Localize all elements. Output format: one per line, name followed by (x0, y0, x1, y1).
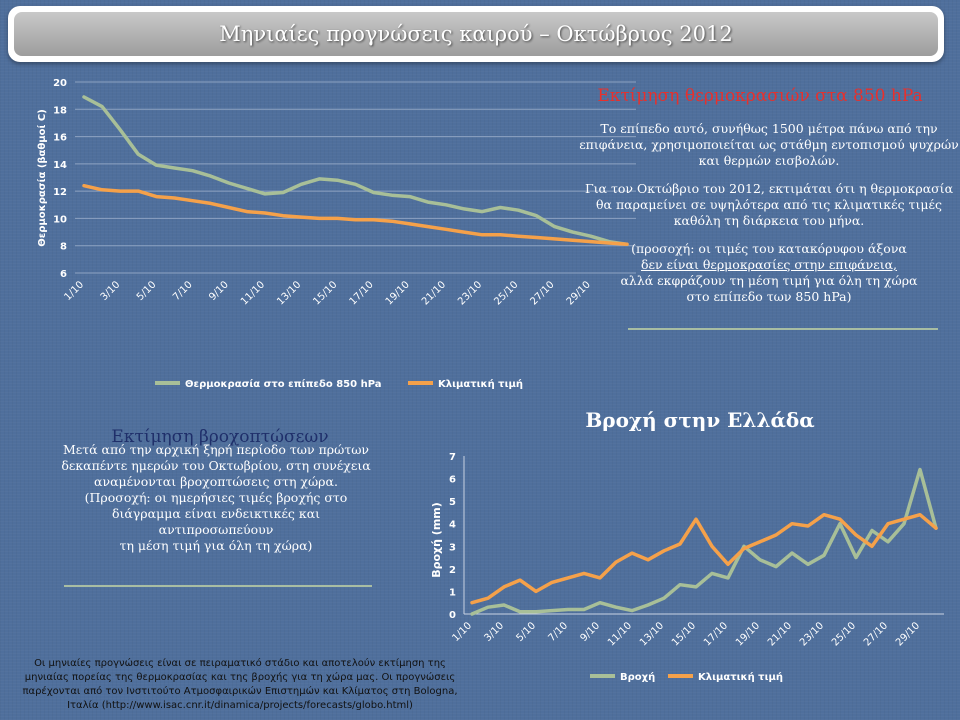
rain-y-tick-label: 2 (449, 565, 456, 576)
temperature-paragraph-2: Για τον Οκτώβριο του 2012, εκτιμάται ότι… (584, 181, 954, 228)
rain-line-1: Μετά από την αρχική ξηρή περίοδο των πρώ… (62, 442, 370, 457)
temperature-x-tick-label: 25/10 (492, 279, 520, 307)
title-bar: Μηνιαίες προγνώσεις καιρού – Οκτώβριος 2… (14, 12, 938, 56)
temperature-x-tick-label: 13/10 (275, 279, 303, 307)
footer-line-1: Οι μηνιαίες προγνώσεις είναι σε πειραματ… (34, 658, 446, 669)
rain-x-tick-label: 27/10 (862, 620, 890, 648)
temperature-x-tick-label: 27/10 (529, 279, 557, 307)
temperature-legend-label-climate: Κλιματική τιμή (438, 378, 523, 390)
rain-y-tick-label: 5 (449, 497, 456, 508)
rain-y-ticks: 0 1 2 3 4 5 6 7 (449, 452, 456, 621)
temperature-note-line-2: δεν είναι θερμοκρασίες στην επιφάνεια, (640, 257, 898, 272)
temperature-note-line-4: στο επίπεδο των 850 hPa) (686, 289, 852, 304)
temperature-x-tick-label: 7/10 (171, 279, 195, 303)
temperature-y-tick-label: 18 (53, 105, 67, 116)
temperature-y-tick-label: 14 (53, 160, 67, 171)
temperature-legend-label-forecast: Θερμοκρασία στο επίπεδο 850 hPa (185, 378, 382, 390)
temperature-heading: Εκτίμηση θερμοκρασιών στα 850 hPa (597, 86, 923, 106)
temperature-y-tick-label: 6 (60, 269, 67, 280)
rain-y-tick-label: 0 (449, 610, 456, 621)
temperature-series-climate-line (82, 183, 629, 247)
rain-y-tick-label: 4 (449, 520, 456, 531)
temperature-note-line-3: αλλά εκφράζουν τη μέση τιμή για όλη τη χ… (620, 273, 918, 288)
temperature-x-tick-label: 15/10 (311, 279, 339, 307)
temperature-y-tick-label: 12 (53, 187, 67, 198)
temperature-y-tick-label: 8 (60, 242, 67, 253)
rain-y-tick-label: 7 (449, 452, 456, 463)
rain-legend-label-rain: Βροχή (620, 671, 655, 683)
rain-explanation: Μετά από την αρχική ξηρή περίοδο των πρώ… (36, 442, 396, 554)
temperature-y-tick-label: 16 (53, 133, 67, 144)
rain-series-primary-line (470, 467, 938, 616)
page-title: Μηνιαίες προγνώσεις καιρού – Οκτώβριος 2… (219, 22, 733, 46)
rain-x-tick-label: 25/10 (830, 620, 858, 648)
temperature-x-tick-label: 19/10 (384, 279, 412, 307)
temperature-series (82, 95, 629, 247)
temperature-x-tick-label: 23/10 (456, 279, 484, 307)
footer-line-4: Ιταλία (http://www.isac.cnr.it/dinamica/… (67, 700, 413, 711)
temperature-y-tick-label: 20 (53, 78, 67, 89)
temperature-paragraph-1: Το επίπεδο αυτό, συνήθως 1500 μέτρα πάνω… (579, 121, 959, 168)
footer-note: Οι μηνιαίες προγνώσεις είναι σε πειραματ… (20, 657, 460, 713)
rain-y-tick-label: 6 (449, 475, 456, 486)
temperature-series-primary-line (82, 95, 629, 247)
rain-y-tick-label: 1 (449, 587, 456, 598)
rain-heading: Εκτίμηση βροχοπτώσεων (111, 427, 329, 447)
temperature-x-tick-label: 9/10 (207, 279, 231, 303)
rain-x-tick-label: 1/10 (450, 620, 474, 644)
rain-x-tick-label: 7/10 (546, 620, 570, 644)
temperature-y-ticks: 6 8 10 12 14 16 18 20 (53, 78, 67, 280)
rain-series-climate-line (470, 512, 938, 605)
rain-x-tick-label: 3/10 (482, 620, 506, 644)
rain-legend-label-climate: Κλιματική τιμή (698, 671, 783, 683)
temperature-grid (75, 81, 636, 274)
temperature-x-tick-label: 21/10 (420, 279, 448, 307)
rain-legend: Βροχή Κλιματική τιμή (590, 671, 783, 683)
rain-axes (463, 456, 944, 615)
temperature-x-tick-label: 17/10 (348, 279, 376, 307)
temperature-x-tick-label: 11/10 (239, 279, 267, 307)
rain-line-7: τη μέση τιμή για όλη τη χώρα) (119, 538, 313, 553)
rain-chart-title: Βροχή στην Ελλάδα (585, 408, 815, 432)
temperature-x-tick-label: 5/10 (135, 279, 159, 303)
temperature-x-tick-label: 3/10 (99, 279, 123, 303)
rain-x-tick-label: 19/10 (734, 620, 762, 648)
rain-divider (64, 585, 372, 587)
footer-line-3: παρέχονται από τον Ινστιτούτο Ατμοσφαιρι… (22, 686, 458, 697)
rain-x-tick-label: 11/10 (606, 620, 634, 648)
title-banner: Μηνιαίες προγνώσεις καιρού – Οκτώβριος 2… (8, 6, 944, 62)
rain-y-tick-label: 3 (449, 542, 456, 553)
rain-x-ticks: 1/10 3/10 5/10 7/10 9/10 11/10 13/10 15/10 17/10… (450, 620, 922, 648)
rain-x-tick-label: 9/10 (578, 620, 602, 644)
rain-x-tick-label: 21/10 (766, 620, 794, 648)
temperature-legend: Θερμοκρασία στο επίπεδο 850 hPa Κλιματικ… (155, 378, 523, 390)
rain-x-tick-label: 15/10 (670, 620, 698, 648)
rain-line-2: δεκαπέντε ημερών του Οκτωβρίου, στη συνέ… (61, 458, 371, 473)
rain-x-tick-label: 23/10 (798, 620, 826, 648)
rain-line-5: διάγραμμα είναι ενδεικτικές και (111, 506, 321, 521)
temperature-y-axis-label: Θερμοκρασία (βαθμοί C) (36, 109, 48, 247)
temperature-note-line-1: (προσοχή: οι τιμές του κατακόρυφου άξονα (631, 241, 907, 256)
rain-x-tick-label: 29/10 (894, 620, 922, 648)
temperature-y-tick-label: 10 (53, 214, 67, 225)
footer-line-2: μηνιαίας πορείας της θερμοκρασίας και τη… (24, 672, 456, 683)
temperature-divider (628, 328, 938, 330)
rain-series (470, 467, 938, 616)
rain-line-3: αναμένονται βροχοπτώσεις στη χώρα. (94, 474, 338, 489)
rain-line-6: αντιπροσωπεύουν (158, 522, 274, 537)
temperature-explanation: Το επίπεδο αυτό, συνήθως 1500 μέτρα πάνω… (578, 121, 960, 305)
rain-line-4: (Προσοχή: οι ημερήσιες τιμές βροχής στο (84, 490, 348, 505)
temperature-x-ticks: 1/10 3/10 5/10 7/10 9/10 11/10 13/10 15/10 17/10… (63, 279, 593, 307)
temperature-x-tick-label: 1/10 (63, 279, 87, 303)
rain-x-tick-label: 17/10 (702, 620, 730, 648)
rain-y-axis-label: Βροχή (mm) (430, 502, 443, 578)
rain-x-tick-label: 5/10 (514, 620, 538, 644)
rain-x-tick-label: 13/10 (638, 620, 666, 648)
